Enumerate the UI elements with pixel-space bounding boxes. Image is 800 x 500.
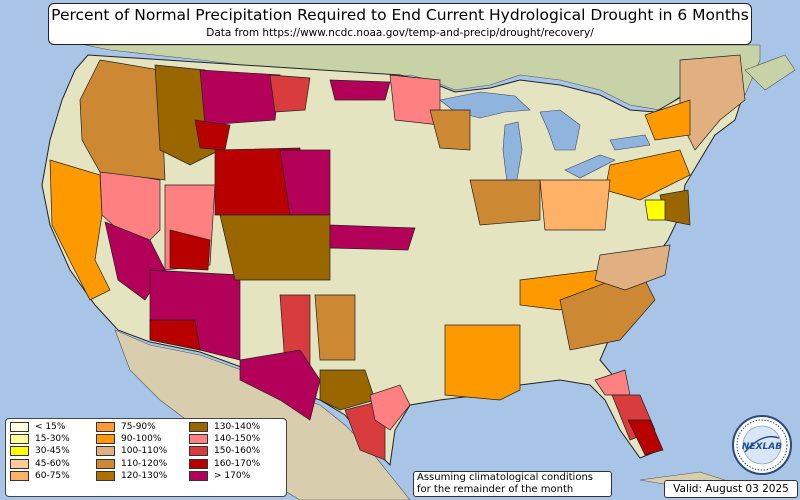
legend-item: 160-170% — [189, 458, 260, 470]
mexico-region — [114, 329, 411, 500]
region-colorado — [219, 214, 331, 281]
valid-date-label: Valid: August 03 2025 — [664, 480, 798, 498]
region-nd-east — [329, 79, 391, 101]
great-lakes — [439, 91, 651, 186]
legend-item: 110-120% — [96, 458, 167, 470]
legend-item: 30-45% — [10, 445, 70, 457]
legend-swatch — [10, 470, 29, 481]
lake-erie — [564, 154, 616, 179]
legend-item: 15-30% — [10, 433, 70, 445]
lake-huron — [539, 109, 581, 151]
legend-swatch — [96, 434, 115, 445]
note-line-1: Assuming climatological conditions — [417, 472, 593, 483]
legend-swatch — [10, 446, 29, 457]
legend-swatch — [189, 470, 208, 481]
region-idaho — [194, 119, 231, 151]
region-oklahoma-panhandle — [314, 294, 356, 361]
region-texas-gulf — [369, 384, 411, 431]
region-arizona-core — [149, 319, 201, 351]
region-kansas-east — [329, 224, 416, 251]
legend-item: 45-60% — [10, 458, 70, 470]
legend-item: 120-130% — [96, 470, 167, 482]
legend: < 15% 15-30% 30-45% 45-60% 60-75% 75-90%… — [5, 418, 287, 497]
region-ohio-valley — [539, 179, 611, 231]
legend-swatch — [96, 470, 115, 481]
legend-item: < 15% — [10, 421, 70, 433]
logo-text: NEXLAB — [742, 442, 782, 452]
note-line-2: for the remainder of the month — [417, 484, 574, 495]
region-lower-midwest — [469, 179, 541, 226]
region-utah-south — [169, 229, 211, 271]
legend-swatch — [189, 446, 208, 457]
legend-column-3: 130-140% 140-150% 150-160% 160-170% > 17… — [189, 421, 260, 482]
region-west-texas — [239, 349, 321, 421]
legend-item: 75-90% — [96, 421, 167, 433]
legend-column-1: < 15% 15-30% 30-45% 45-60% 60-75% — [10, 421, 70, 482]
legend-swatch — [10, 458, 29, 469]
region-texas-central — [319, 369, 376, 411]
nexlab-logo: NEXLAB — [732, 415, 792, 475]
region-carolinas — [594, 244, 671, 291]
map-subtitle: Data from https://www.ncdc.noaa.gov/temp… — [206, 27, 594, 39]
region-northeast-orange — [644, 99, 691, 141]
legend-swatch — [10, 422, 29, 433]
region-lower-mississippi — [444, 324, 521, 401]
lake-ontario — [609, 134, 651, 151]
legend-item: 140-150% — [189, 433, 260, 445]
legend-swatch — [189, 434, 208, 445]
legend-column-2: 75-90% 90-100% 100-110% 110-120% 120-130… — [96, 421, 167, 482]
region-florida-south — [627, 419, 664, 456]
title-box: Percent of Normal Precipitation Required… — [48, 3, 752, 45]
legend-swatch — [96, 422, 115, 433]
region-michigan — [429, 109, 471, 151]
legend-swatch — [10, 434, 29, 445]
legend-item: > 170% — [189, 470, 260, 482]
legend-swatch — [189, 422, 208, 433]
region-north-plains — [269, 74, 311, 113]
assumption-note: Assuming climatological conditions for t… — [413, 471, 612, 497]
drought-regions — [49, 54, 746, 461]
legend-swatch — [96, 446, 115, 457]
legend-item: 90-100% — [96, 433, 167, 445]
legend-swatch — [189, 458, 208, 469]
region-delmarva — [644, 199, 666, 221]
legend-item: 100-110% — [96, 445, 167, 457]
nova-scotia — [744, 54, 796, 91]
legend-item: 60-75% — [10, 470, 70, 482]
legend-swatch — [96, 458, 115, 469]
legend-item: 130-140% — [189, 421, 260, 433]
map-title: Percent of Normal Precipitation Required… — [51, 6, 749, 24]
legend-item: 150-160% — [189, 445, 260, 457]
region-montana — [199, 69, 281, 126]
